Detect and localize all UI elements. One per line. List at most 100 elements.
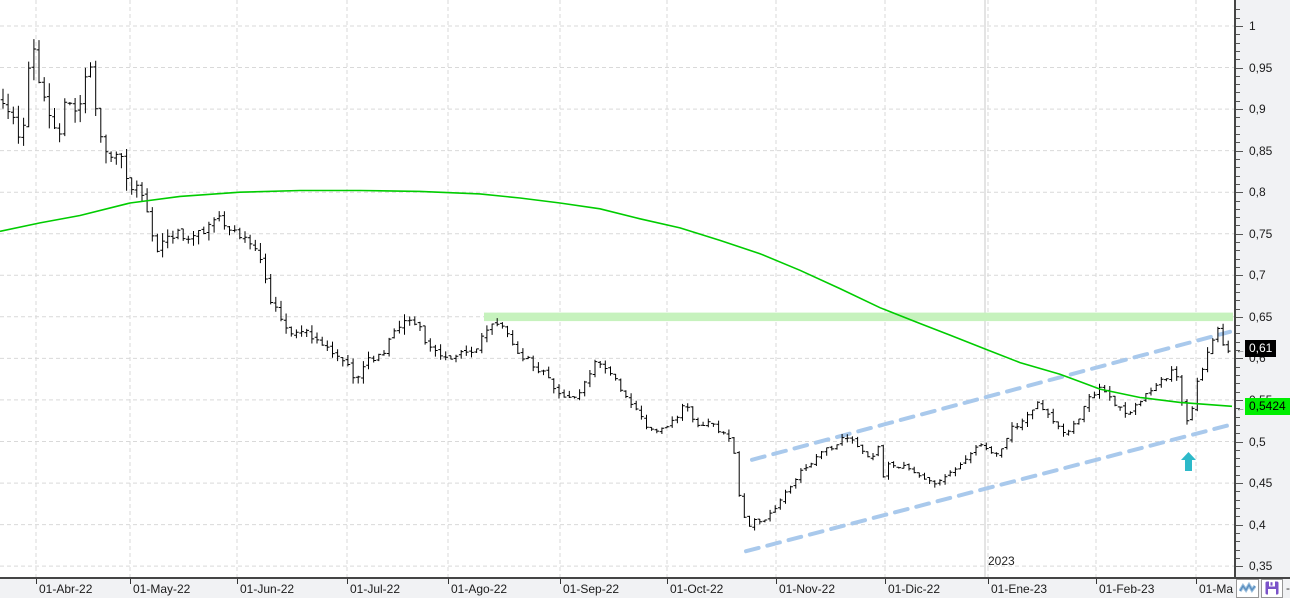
- price-tick: [1236, 317, 1243, 318]
- time-tick: [237, 579, 238, 584]
- axis-pointer-icon: ←: [1236, 345, 1245, 355]
- ma-value: 0,5424: [1249, 399, 1286, 413]
- price-tick: [1236, 159, 1240, 160]
- price-chart-plot-area[interactable]: 2023: [0, 0, 1234, 577]
- price-tick: [1236, 433, 1240, 434]
- price-tick: [1236, 375, 1240, 376]
- price-tick: [1236, 333, 1240, 334]
- price-tick: [1236, 242, 1240, 243]
- price-tick: [1236, 217, 1240, 218]
- price-tick: [1236, 566, 1243, 567]
- price-tick: [1236, 34, 1240, 35]
- price-tick: [1236, 151, 1243, 152]
- price-axis-label: 0,5: [1249, 435, 1266, 449]
- buy-signal-arrow-icon: [1181, 452, 1196, 471]
- price-tick: [1236, 18, 1240, 19]
- price-axis-label: 0,75: [1249, 227, 1273, 241]
- price-tick: [1236, 234, 1243, 235]
- price-tick: [1236, 142, 1240, 143]
- price-tick: [1236, 383, 1240, 384]
- price-tick: [1236, 533, 1240, 534]
- save-button[interactable]: [1260, 578, 1283, 598]
- price-axis-label: 0,35: [1249, 559, 1273, 573]
- price-tick: [1236, 516, 1240, 517]
- price-tick: [1236, 192, 1243, 193]
- price-tick: [1236, 275, 1243, 276]
- price-tick: [1236, 117, 1240, 118]
- time-axis-label: 01-Jun-22: [240, 582, 295, 596]
- price-tick: [1236, 68, 1243, 69]
- resistance-band: [484, 312, 1233, 322]
- time-tick: [36, 579, 37, 584]
- time-axis-label: 01-Dic-22: [888, 582, 941, 596]
- time-tick: [1096, 579, 1097, 584]
- price-tick: [1236, 167, 1240, 168]
- time-tick: [776, 579, 777, 584]
- price-tick: [1236, 350, 1240, 351]
- price-tick: [1236, 408, 1240, 409]
- price-axis-label: 0,85: [1249, 144, 1273, 158]
- ohlc-bars: [0, 39, 1231, 531]
- bottom-right-toolbar: -: [1236, 578, 1290, 598]
- indicator-button[interactable]: [1236, 578, 1259, 598]
- price-tick: [1236, 367, 1240, 368]
- time-axis-label: 01-Jul-22: [350, 582, 401, 596]
- price-tick: [1236, 134, 1240, 135]
- toolbar-dash: -: [1286, 581, 1290, 595]
- price-tick: [1236, 51, 1240, 52]
- price-tick: [1236, 466, 1240, 467]
- time-axis-label: 01-Nov-22: [779, 582, 836, 596]
- time-axis-label: 01-May-22: [133, 582, 191, 596]
- price-tick: [1236, 458, 1240, 459]
- gridlines: [0, 0, 1234, 577]
- year-label: 2023: [988, 554, 1015, 568]
- price-tick: [1236, 43, 1240, 44]
- time-axis-label: 01-Ene-23: [991, 582, 1048, 596]
- price-tick: [1236, 76, 1240, 77]
- save-floppy-icon: [1265, 581, 1279, 595]
- price-tick: [1236, 475, 1240, 476]
- price-axis-label: 1: [1249, 19, 1256, 33]
- price-axis[interactable]: 10,950,90,850,80,750,70,650,60,550,50,45…: [1234, 0, 1290, 577]
- price-tick: [1236, 225, 1240, 226]
- time-axis-label: 01-Abr-22: [39, 582, 93, 596]
- chart-canvas[interactable]: [0, 0, 1234, 577]
- time-tick: [448, 579, 449, 584]
- time-tick: [347, 579, 348, 584]
- price-tick: [1236, 541, 1240, 542]
- price-tick: [1236, 209, 1240, 210]
- wave-zigzag-icon: [1238, 581, 1256, 593]
- price-axis-label: 0,9: [1249, 102, 1266, 116]
- price-tick: [1236, 101, 1240, 102]
- price-tick: [1236, 201, 1240, 202]
- price-tick: [1236, 550, 1240, 551]
- time-axis-label: 01-Oct-22: [670, 582, 724, 596]
- time-axis-label: 01-Ago-22: [451, 582, 508, 596]
- price-tick: [1236, 259, 1240, 260]
- last-price-value: 0,61: [1249, 341, 1273, 355]
- price-tick: [1236, 500, 1240, 501]
- price-tick: [1236, 92, 1240, 93]
- price-axis-label: 0,4: [1249, 518, 1266, 532]
- price-tick: [1236, 9, 1240, 10]
- price-tick: [1236, 558, 1240, 559]
- price-tick: [1236, 84, 1240, 85]
- price-axis-label: 0,65: [1249, 310, 1273, 324]
- time-axis[interactable]: 01-Abr-22 01-May-22 01-Jun-22 01-Jul-22 01-A…: [0, 577, 1290, 598]
- price-tick: [1236, 292, 1240, 293]
- trend-channel-lower: [744, 422, 1232, 554]
- time-tick: [1196, 579, 1197, 584]
- time-tick: [885, 579, 886, 584]
- time-tick: [130, 579, 131, 584]
- price-tick: [1236, 300, 1240, 301]
- price-axis-label: 0,45: [1249, 476, 1273, 490]
- moving-average-line: [0, 189, 1233, 408]
- time-tick: [667, 579, 668, 584]
- time-axis-label: 01-Feb-23: [1099, 582, 1155, 596]
- price-tick: [1236, 425, 1240, 426]
- price-tick: [1236, 342, 1240, 343]
- price-tick: [1236, 417, 1240, 418]
- ma-value-label: ← 0,5424: [1236, 398, 1290, 415]
- price-tick: [1236, 525, 1243, 526]
